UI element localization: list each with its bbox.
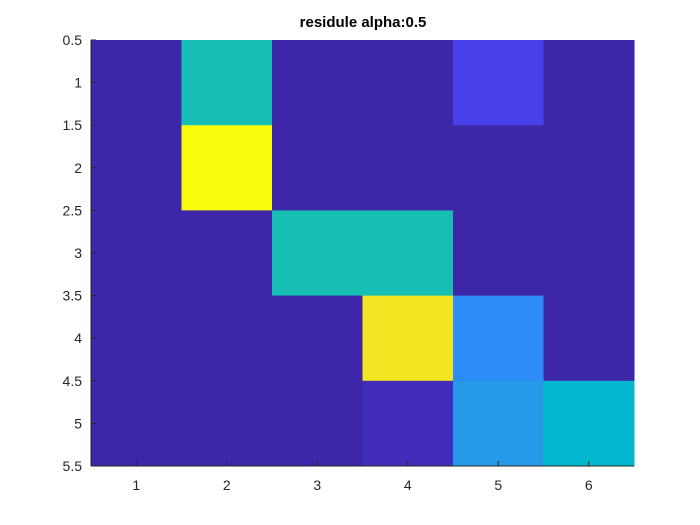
y-tick-label: 5 xyxy=(74,415,82,431)
heatmap-cell-r2-c3 xyxy=(272,125,363,211)
heatmap-cells xyxy=(91,40,635,467)
heatmap-cell-r3-c5 xyxy=(453,210,544,297)
heatmap-cell-r5-c4 xyxy=(362,380,454,467)
heatmap-cell-r1-c6 xyxy=(543,40,635,126)
y-tick-label: 5.5 xyxy=(63,458,83,474)
heatmap-cell-r1-c4 xyxy=(362,40,454,126)
heatmap-cell-r4-c2 xyxy=(181,295,273,382)
heatmap-cell-r2-c1 xyxy=(91,125,182,211)
x-tick-label: 1 xyxy=(132,477,140,493)
heatmap-cell-r3-c6 xyxy=(543,210,635,297)
heatmap-cell-r3-c2 xyxy=(181,210,273,297)
y-tick-label: 4.5 xyxy=(63,373,83,389)
heatmap-cell-r1-c2 xyxy=(181,40,273,126)
heatmap-cell-r4-c3 xyxy=(272,295,363,382)
heatmap-cell-r2-c6 xyxy=(543,125,635,211)
heatmap-cell-r3-c1 xyxy=(91,210,182,297)
x-tick-label: 4 xyxy=(404,477,412,493)
heatmap-cell-r5-c2 xyxy=(181,380,273,467)
y-tick-label: 1 xyxy=(74,75,82,91)
axes: 1 2 3 4 5 6 0.5 1 1.5 2 2.5 3 3.5 4 4.5 5 5.5 xyxy=(63,32,634,493)
heatmap-cell-r3-c4 xyxy=(362,210,454,297)
heatmap-cell-r5-c3 xyxy=(272,380,363,467)
heatmap-cell-r4-c5 xyxy=(453,295,544,382)
x-tick-label: 6 xyxy=(585,477,593,493)
heatmap-cell-r1-c3 xyxy=(272,40,363,126)
heatmap-cell-r5-c5 xyxy=(453,380,544,467)
heatmap-cell-r4-c4 xyxy=(362,295,454,382)
y-tick-label: 2.5 xyxy=(63,202,83,218)
heatmap-cell-r2-c4 xyxy=(362,125,454,211)
heatmap-cell-r1-c5 xyxy=(453,40,544,126)
y-tick-label: 2 xyxy=(74,160,82,176)
y-tick-label: 3 xyxy=(74,245,82,261)
y-tick-label: 4 xyxy=(74,330,82,346)
x-tick-label: 3 xyxy=(313,477,321,493)
heatmap-cell-r3-c3 xyxy=(272,210,363,297)
heatmap-cell-r4-c1 xyxy=(91,295,182,382)
x-tick-label: 2 xyxy=(223,477,231,493)
heatmap-cell-r2-c2 xyxy=(181,125,273,211)
heatmap-cell-r5-c1 xyxy=(91,380,182,467)
x-tick-label: 5 xyxy=(494,477,502,493)
heatmap-cell-r4-c6 xyxy=(543,295,635,382)
y-tick-label: 1.5 xyxy=(63,117,83,133)
y-tick-label: 0.5 xyxy=(63,32,83,48)
chart-title: residule alpha:0.5 xyxy=(300,14,427,31)
heatmap-cell-r2-c5 xyxy=(453,125,544,211)
y-tick-label: 3.5 xyxy=(63,288,83,304)
heatmap-cell-r1-c1 xyxy=(91,40,182,126)
heatmap-cell-r5-c6 xyxy=(543,380,635,467)
